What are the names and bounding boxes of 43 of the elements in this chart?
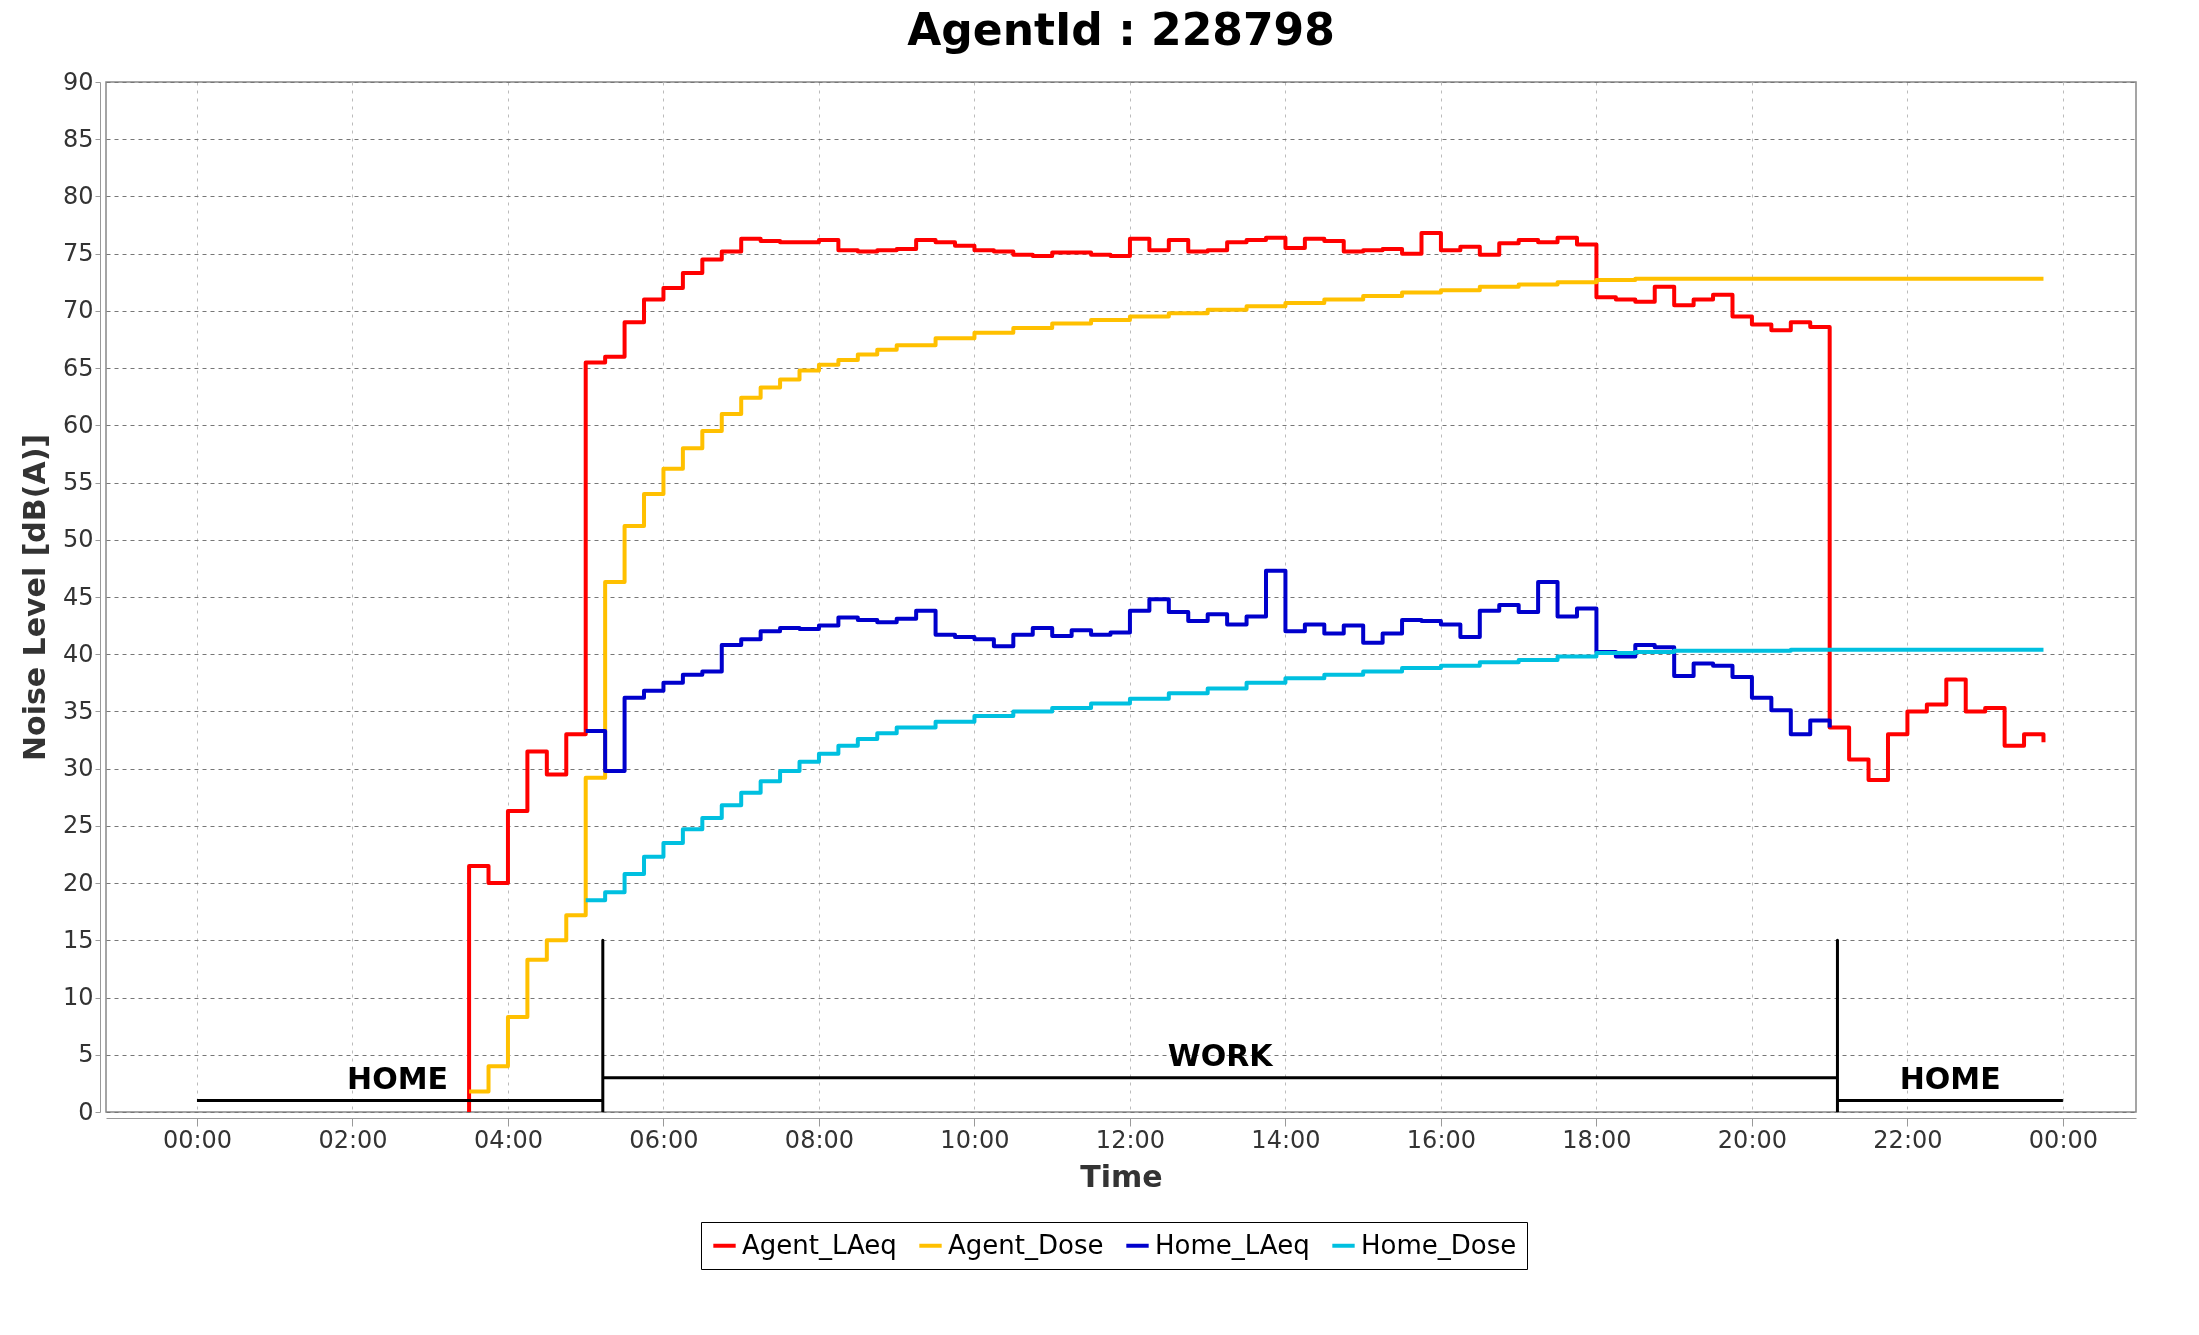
chart-title: AgentId : 228798: [907, 4, 1335, 55]
y-tick-label: 60: [62, 410, 94, 439]
annotation: HOME: [347, 1060, 449, 1096]
x-tick-label: 14:00: [1251, 1125, 1321, 1154]
line-series: [195, 938, 2065, 1112]
y-tick-label: 55: [62, 468, 94, 497]
y-tick-label: 20: [62, 868, 94, 897]
legend-label: Home_LAeq: [1155, 1229, 1310, 1260]
x-tick-label: 08:00: [784, 1125, 855, 1154]
y-tick-label: 75: [62, 239, 94, 268]
y-tick-label: 10: [62, 983, 94, 1012]
x-tick-label: 00:00: [162, 1125, 233, 1154]
y-tick-label: 45: [62, 582, 94, 611]
x-tick-label: 02:00: [318, 1125, 388, 1154]
x-tick-label: 16:00: [1406, 1125, 1477, 1154]
y-tick-label: 30: [62, 754, 94, 783]
x-tick-label: 22:00: [1873, 1125, 1943, 1154]
x-tick-label: 12:00: [1095, 1125, 1166, 1154]
y-tick-label: 0: [78, 1097, 94, 1126]
y-axis-title: Noise Level [dB(A)]: [16, 433, 52, 762]
y-tick-label: 85: [62, 124, 94, 153]
x-tick-label: 10:00: [940, 1125, 1010, 1154]
y-tick-label: 15: [62, 925, 94, 954]
y-tick-label: 40: [62, 639, 94, 668]
y-tick-label: 90: [62, 67, 94, 96]
y-tick-label: 35: [62, 696, 94, 725]
y-tick-label: 70: [62, 296, 94, 325]
x-tick-label: 18:00: [1562, 1125, 1632, 1154]
y-tick-label: 25: [62, 811, 94, 840]
legend-label: Agent_LAeq: [742, 1229, 897, 1260]
y-tick-label: 80: [62, 181, 94, 210]
legend-label: Home_Dose: [1361, 1229, 1517, 1260]
x-tick-label: 06:00: [629, 1125, 699, 1154]
y-tick-label: 65: [62, 353, 94, 382]
x-tick-label: 20:00: [1717, 1125, 1788, 1154]
x-tick-label: 04:00: [473, 1125, 544, 1154]
x-tick-label: 00:00: [2028, 1125, 2098, 1154]
annotation: HOME: [1899, 1060, 2001, 1096]
annotation: WORK: [1167, 1037, 1275, 1073]
y-tick-label: 50: [62, 525, 94, 554]
x-axis-title: Time: [1080, 1158, 1163, 1194]
y-tick-label: 5: [78, 1040, 94, 1069]
legend-label: Agent_Dose: [948, 1229, 1104, 1260]
